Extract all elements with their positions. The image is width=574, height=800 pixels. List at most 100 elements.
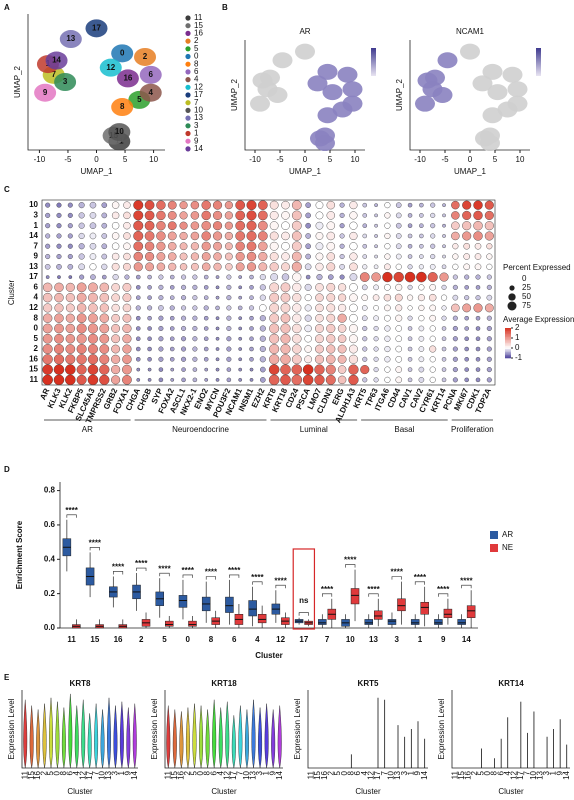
dot [338,293,347,302]
dot [258,241,268,251]
x-tick-label: 0 [196,770,205,775]
dot [463,263,470,271]
legend-label: 11 [194,13,203,22]
y-axis-title: Expression Level [293,698,302,759]
dot [429,356,436,363]
x-tick-label: 1 [262,770,271,775]
dot [204,378,209,382]
dot [281,273,290,281]
dot [394,293,403,302]
x-tick-label: 2 [326,770,335,775]
x-tick-label: 11 [67,635,76,644]
dot [280,313,291,324]
dot [407,326,413,331]
dot [419,202,424,208]
dot [89,232,97,240]
dot [315,262,324,271]
x-tick-label: 5 [328,155,333,164]
violin [166,705,171,769]
dot [383,293,392,302]
dot [486,263,493,270]
cluster-cloud [108,123,131,142]
y-tick-label: 0.0 [44,623,56,632]
x-tick-label: 0 [303,155,308,164]
dot [136,326,141,331]
dot [314,354,325,364]
legend-swatch [185,138,191,144]
dot [326,323,336,334]
dot [192,305,198,311]
dot [373,356,379,362]
dot [418,284,425,291]
box [387,619,397,625]
x-tick-label: 8 [59,770,68,775]
dot [192,336,198,342]
dot [213,252,222,261]
dot [147,285,152,290]
dot [281,242,290,251]
dot [291,241,302,252]
feature-cloud [307,75,328,92]
dot [99,364,110,375]
dot [192,295,198,301]
color-legend-label: 1 [515,333,520,342]
dot [452,346,458,352]
panel-label: D [4,465,10,474]
dot [123,232,131,240]
cluster-label: 3 [63,77,68,86]
dot [486,284,492,290]
dot [133,230,144,241]
row-label: 1 [34,221,39,230]
dot [53,344,64,355]
dot [203,346,209,352]
dot [144,241,155,251]
feature-cloud [507,81,528,98]
dot [418,315,425,322]
dot [54,292,64,303]
dot [280,344,291,355]
dot [486,253,493,260]
dot [158,377,164,383]
dot [78,253,85,260]
dot [338,303,347,312]
dot [441,326,447,331]
dot [326,211,336,220]
dot [122,334,132,344]
dot [190,211,200,220]
legend-swatch [185,92,191,98]
x-tick-label: 16 [176,770,185,779]
dot [384,263,391,271]
dot [280,333,291,344]
legend-swatch [185,23,191,29]
dot [257,200,268,210]
size-legend-label: 0 [522,274,527,283]
dot [235,210,246,221]
group-label: Proliferation [451,425,494,434]
dot [339,223,345,229]
dot [170,336,175,341]
dot [225,263,233,271]
dot [280,282,291,293]
legend-label: 6 [194,67,199,76]
dot [373,346,379,352]
dot [204,367,209,372]
dot [407,233,413,239]
dot [395,202,402,208]
dot [292,334,302,344]
dot [192,274,198,280]
group-label: AR [82,425,93,434]
dot [326,344,336,354]
dot [170,295,175,300]
dot [304,294,312,302]
dot [87,354,99,365]
dot [291,210,302,221]
axis [59,482,478,629]
dot [473,210,483,221]
x-axis-title: Cluster [255,651,283,660]
dot [257,220,268,231]
feature-cloud [482,63,503,80]
dot [280,303,291,313]
x-tick-label: 4 [360,770,369,775]
dot [215,378,220,382]
significance-label: **** [321,585,334,594]
